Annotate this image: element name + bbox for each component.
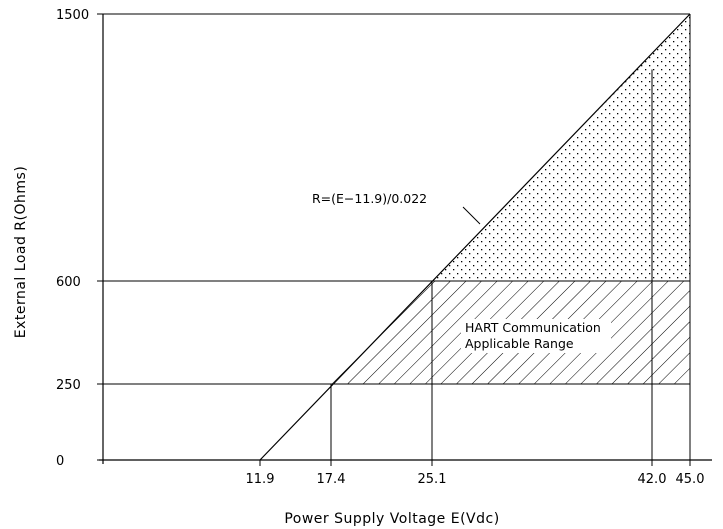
y-axis-label: External Load R(Ohms) — [13, 166, 29, 339]
x-tick-label: 11.9 — [246, 472, 275, 487]
x-tick-label: 45.0 — [676, 472, 705, 487]
x-axis-label: Power Supply Voltage E(Vdc) — [284, 511, 499, 527]
hart-range-label-line1: HART Communication — [465, 320, 601, 335]
y-tick-label: 600 — [56, 275, 81, 290]
x-tick-label: 42.0 — [638, 472, 667, 487]
x-tick-label: 25.1 — [418, 472, 447, 487]
load-formula-line — [259, 13, 691, 461]
hart-label-background — [461, 319, 611, 353]
x-tick-label: 17.4 — [317, 472, 346, 487]
formula-leader-line — [462, 206, 481, 225]
y-tick-label: 0 — [56, 454, 64, 469]
formula-annotation: R=(E−11.9)/0.022 — [312, 191, 427, 206]
hart-range-label-line2: Applicable Range — [465, 336, 574, 351]
y-tick-label: 250 — [56, 378, 81, 393]
y-tick-label: 1500 — [56, 8, 89, 23]
